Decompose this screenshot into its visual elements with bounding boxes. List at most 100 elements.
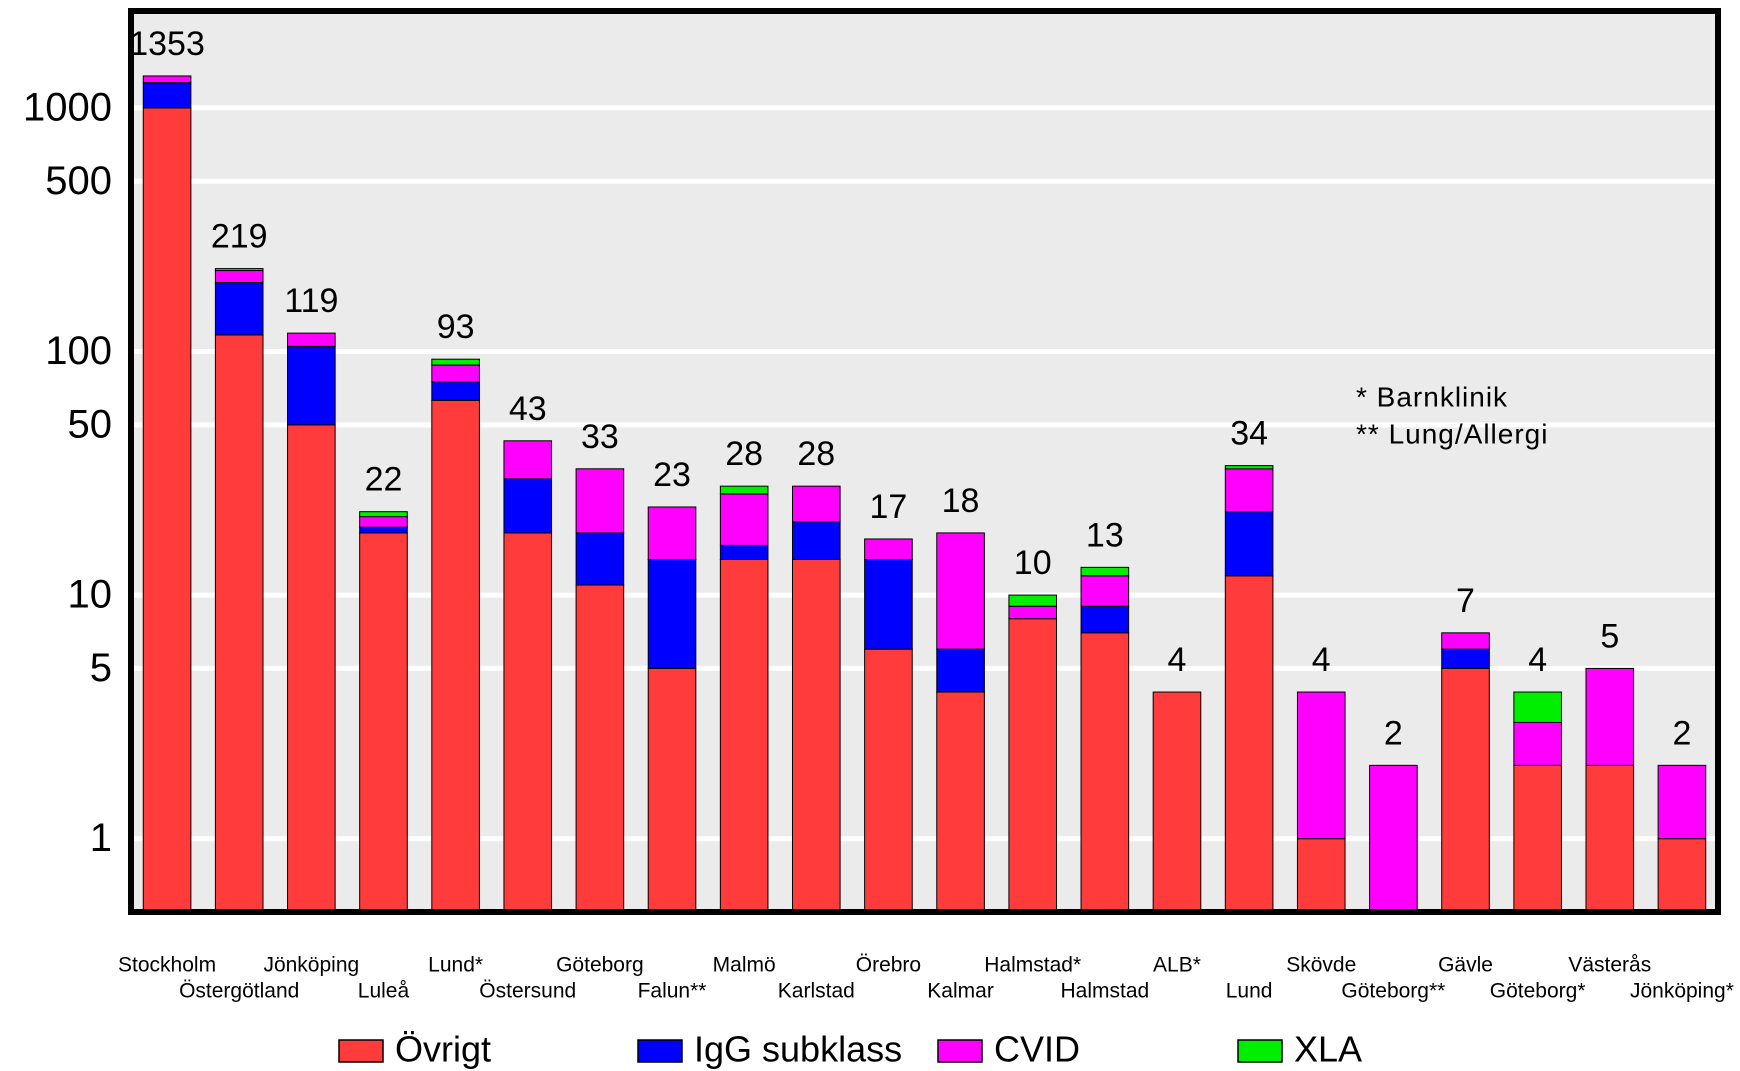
- x-tick-label: ALB*: [1153, 954, 1201, 977]
- total-label: 2: [1672, 714, 1691, 752]
- total-label: 219: [211, 218, 268, 256]
- x-tick-label: Halmstad*: [984, 954, 1081, 977]
- x-tick-label: Kalmar: [927, 980, 994, 1003]
- total-label: 4: [1312, 641, 1331, 679]
- legend-label: XLA: [1294, 1029, 1362, 1070]
- bar-segment: [142, 75, 192, 84]
- y-tick-label: 1: [90, 816, 112, 860]
- bar-segment: [359, 532, 408, 913]
- total-label: 1353: [129, 25, 205, 63]
- bar-segment: [791, 485, 841, 523]
- bar-segment: [1513, 764, 1562, 913]
- bar-segment: [791, 558, 841, 913]
- total-label: 13: [1086, 516, 1124, 554]
- x-tick-label: Luleå: [358, 980, 410, 1003]
- x-tick-label: Karlstad: [778, 980, 855, 1003]
- total-label: 28: [797, 435, 835, 473]
- bar-segment: [1441, 667, 1490, 913]
- bar-segment: [1080, 632, 1130, 913]
- total-label: 23: [653, 456, 691, 494]
- total-label: 93: [437, 308, 475, 346]
- bar-segment: [647, 667, 697, 913]
- bar-segment: [1008, 605, 1058, 620]
- bar-segment: [575, 584, 625, 913]
- bar-segment: [1080, 575, 1130, 607]
- y-tick-label: 500: [45, 159, 112, 203]
- bar-segment: [1224, 575, 1274, 913]
- bar-segment: [359, 516, 408, 528]
- bar-segment: [287, 332, 336, 347]
- bar-segment: [1441, 648, 1490, 669]
- bar-segment: [1224, 511, 1274, 577]
- bar-segment: [719, 485, 769, 495]
- bar-segment: [1008, 594, 1058, 607]
- bar-segment: [1296, 838, 1346, 913]
- bar-segment: [936, 691, 985, 913]
- bar-segment: [1585, 667, 1635, 766]
- bar-segment: [1224, 468, 1274, 513]
- total-label: 2: [1384, 714, 1403, 752]
- bar-segment: [864, 558, 913, 650]
- bar-segment: [1080, 566, 1130, 577]
- x-tick-label: Göteborg*: [1490, 980, 1586, 1003]
- total-label: 33: [581, 418, 619, 456]
- bar-segment: [503, 440, 553, 480]
- bar-segment: [142, 82, 192, 109]
- bar-segment: [359, 526, 408, 534]
- total-label: 119: [284, 282, 338, 320]
- total-label: 28: [725, 435, 763, 473]
- total-label: 43: [509, 390, 547, 428]
- x-tick-label: Västerås: [1568, 954, 1651, 977]
- bar-segment: [1657, 764, 1707, 840]
- bar-segment: [142, 107, 192, 913]
- bar-segment: [1152, 691, 1202, 913]
- y-tick-label: 5: [90, 646, 112, 690]
- bar-segment: [936, 532, 985, 650]
- x-tick-label: Lund*: [428, 954, 483, 977]
- bar-segment: [575, 532, 625, 586]
- total-label: 17: [870, 488, 908, 526]
- y-tick-label: 100: [45, 329, 112, 373]
- bar-segment: [1513, 691, 1562, 723]
- x-tick-label: Stockholm: [118, 954, 216, 977]
- x-tick-label: Östergötland: [179, 980, 299, 1003]
- y-tick-label: 1000: [23, 85, 112, 129]
- bar-segment: [575, 468, 625, 534]
- x-tick-label: Jönköping: [263, 954, 359, 977]
- bar-segment: [1369, 764, 1418, 913]
- legend-label: Övrigt: [395, 1029, 491, 1070]
- bar-segment: [936, 648, 985, 693]
- bar-segment: [1080, 605, 1130, 634]
- bar-segment: [791, 521, 841, 560]
- bar-segment: [214, 282, 264, 336]
- legend-swatch: [637, 1039, 683, 1063]
- bar-segment: [1224, 465, 1274, 470]
- bar-segment: [1296, 691, 1346, 840]
- x-tick-label: Örebro: [856, 954, 921, 977]
- legend-label: IgG subklass: [694, 1029, 902, 1070]
- x-tick-label: Göteborg**: [1341, 980, 1445, 1003]
- x-tick-label: Halmstad: [1060, 980, 1149, 1003]
- bar-segment: [503, 478, 553, 534]
- bar-segment: [214, 268, 264, 272]
- bar-segment: [1008, 618, 1058, 913]
- total-label: 18: [942, 482, 980, 520]
- x-tick-label: Göteborg: [556, 954, 644, 977]
- y-tick-label: 50: [68, 402, 113, 446]
- legend-label: CVID: [994, 1029, 1080, 1070]
- bar-segment: [503, 532, 553, 913]
- bar-segment: [719, 493, 769, 546]
- bar-segment: [287, 345, 336, 426]
- legend-swatch: [338, 1039, 384, 1063]
- total-label: 10: [1014, 544, 1052, 582]
- bar-segment: [1513, 721, 1562, 766]
- bar-segment: [431, 381, 480, 401]
- y-tick-label: 10: [68, 573, 113, 617]
- bar-segment: [431, 364, 480, 383]
- legend-swatch: [937, 1039, 983, 1063]
- bar-segment: [647, 558, 697, 669]
- annotation: * Barnklinik: [1356, 381, 1508, 412]
- total-label: 7: [1456, 582, 1475, 620]
- total-label: 34: [1230, 415, 1268, 453]
- bar-segment: [1585, 764, 1635, 913]
